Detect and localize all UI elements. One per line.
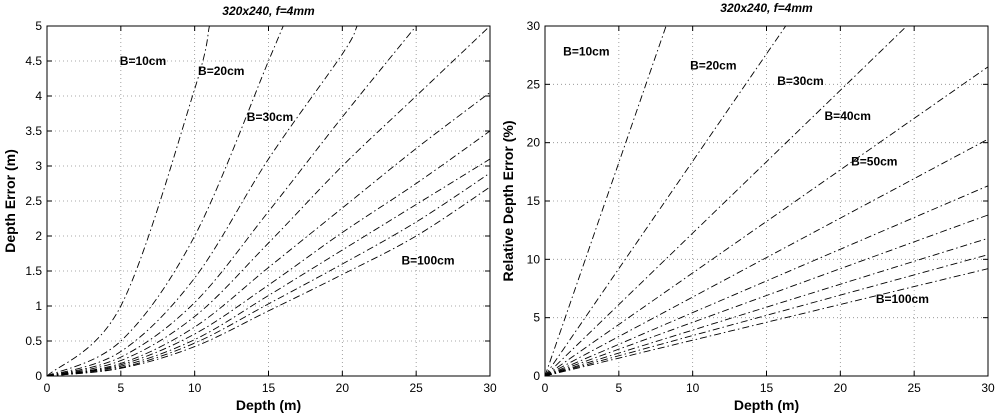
x-tick-label: 0 bbox=[542, 381, 549, 395]
y-tick-label: 1.5 bbox=[25, 264, 42, 278]
chart-title: 320x240, f=4mm bbox=[720, 1, 813, 15]
y-tick-label: 4 bbox=[35, 89, 42, 103]
series-line-b90cm bbox=[47, 172, 490, 376]
plot-frame bbox=[46, 25, 491, 377]
x-tick-label: 30 bbox=[483, 381, 497, 395]
x-tick-label: 15 bbox=[760, 381, 774, 395]
series-line-b10cm bbox=[47, 26, 210, 376]
x-tick-label: 5 bbox=[615, 381, 622, 395]
series-line-b60cm bbox=[47, 92, 490, 376]
x-tick-label: 10 bbox=[188, 381, 202, 395]
y-axis-title: Relative Depth Error (%) bbox=[500, 120, 516, 281]
series-group bbox=[47, 26, 490, 376]
y-tick-label: 3 bbox=[35, 159, 42, 173]
y-tick-label: 3.5 bbox=[25, 124, 42, 138]
series-line-b40cm bbox=[47, 26, 417, 376]
y-tick-label: 0 bbox=[35, 369, 42, 383]
x-tick-label: 20 bbox=[336, 381, 350, 395]
series-line-b30cm bbox=[47, 26, 358, 376]
x-axis-title: Depth (m) bbox=[236, 397, 301, 413]
series-annotation: B=20cm bbox=[198, 64, 244, 78]
series-line-b90cm bbox=[545, 254, 988, 376]
x-tick-label: 30 bbox=[981, 381, 995, 395]
series-line-b100cm bbox=[545, 268, 988, 376]
x-tick-label: 25 bbox=[907, 381, 921, 395]
series-annotation: B=100cm bbox=[401, 254, 454, 268]
series-line-b60cm bbox=[545, 185, 988, 376]
y-tick-label: 30 bbox=[527, 19, 541, 33]
series-annotation: B=10cm bbox=[563, 45, 609, 59]
y-tick-label: 0.5 bbox=[25, 334, 42, 348]
series-line-b70cm bbox=[545, 214, 988, 376]
series-annotation: B=30cm bbox=[247, 110, 293, 124]
series-line-b70cm bbox=[47, 130, 490, 376]
series-annotation: B=40cm bbox=[825, 109, 871, 123]
series-line-b80cm bbox=[545, 237, 988, 376]
y-tick-label: 5 bbox=[533, 311, 540, 325]
series-line-b50cm bbox=[545, 138, 988, 376]
y-tick-label: 2.5 bbox=[25, 194, 42, 208]
series-annotation: B=30cm bbox=[777, 74, 823, 88]
y-tick-label: 15 bbox=[527, 194, 541, 208]
y-tick-label: 25 bbox=[527, 77, 541, 91]
series-line-b10cm bbox=[545, 26, 667, 376]
y-tick-label: 2 bbox=[35, 229, 42, 243]
series-line-b20cm bbox=[47, 26, 284, 376]
series-annotation: B=20cm bbox=[690, 59, 736, 73]
chart-title: 320x240, f=4mm bbox=[222, 4, 315, 18]
y-tick-label: 1 bbox=[35, 299, 42, 313]
relative-depth-error-chart: 0 5 10 15 20 25 30 0 5 10 15 20 25 30 B=10cm B=20cm B=30… bbox=[500, 1, 995, 413]
x-tick-label: 5 bbox=[117, 381, 124, 395]
series-annotation: B=10cm bbox=[120, 54, 166, 68]
series-line-b30cm bbox=[545, 26, 908, 376]
x-tick-label: 15 bbox=[262, 381, 276, 395]
series-group bbox=[545, 26, 988, 376]
x-tick-label: 20 bbox=[834, 381, 848, 395]
depth-error-chart: 0 5 10 15 20 25 30 0 0.5 1 1.5 2 2.5 3 3.5 4 4.5 5 B=10cm B… bbox=[2, 4, 497, 413]
x-tick-label: 0 bbox=[44, 381, 51, 395]
series-line-b80cm bbox=[47, 158, 490, 376]
series-line-b40cm bbox=[545, 66, 988, 376]
y-tick-label: 10 bbox=[527, 252, 541, 266]
series-annotation: B=50cm bbox=[851, 154, 897, 168]
series-line-b20cm bbox=[545, 26, 787, 376]
x-tick-label: 25 bbox=[409, 381, 423, 395]
y-tick-label: 4.5 bbox=[25, 54, 42, 68]
series-line-b100cm bbox=[47, 186, 490, 376]
y-tick-label: 0 bbox=[533, 369, 540, 383]
series-line-b50cm bbox=[47, 26, 490, 376]
series-annotation: B=100cm bbox=[876, 292, 929, 306]
x-axis-title: Depth (m) bbox=[734, 397, 799, 413]
y-tick-label: 20 bbox=[527, 136, 541, 150]
y-tick-label: 5 bbox=[35, 19, 42, 33]
y-axis-title: Depth Error (m) bbox=[2, 149, 18, 252]
x-tick-label: 10 bbox=[686, 381, 700, 395]
plot-frame bbox=[544, 25, 989, 377]
